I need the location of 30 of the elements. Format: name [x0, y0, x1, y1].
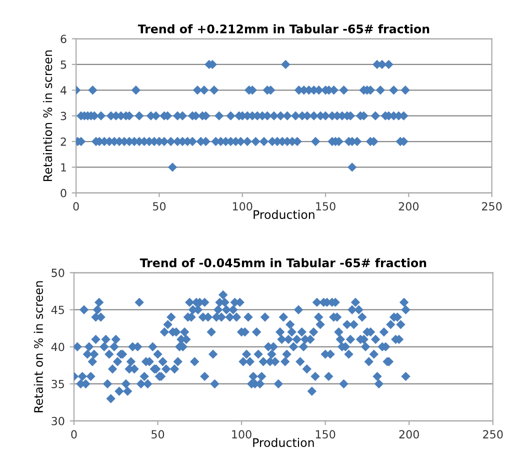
x-tick-label: 100 — [232, 202, 252, 211]
x-tick-label: 250 — [482, 202, 502, 211]
x-tick-label: 150 — [316, 430, 336, 439]
y-tick-label: 1 — [61, 163, 66, 172]
y-tick-label: 30 — [52, 416, 64, 426]
x-tick-label: 0 — [71, 430, 77, 439]
x-tick-label: 50 — [153, 202, 166, 211]
x-tick-label: 200 — [398, 202, 419, 211]
y-tick-label: 2 — [60, 137, 66, 146]
x-tick-label: 150 — [316, 202, 336, 211]
y-tick-label: 40 — [51, 342, 64, 352]
y-tick-label: 50 — [52, 268, 64, 278]
x-tick-label: 100 — [232, 430, 252, 439]
x-axis-title: Production — [253, 438, 314, 448]
y-tick-label: 3 — [60, 112, 66, 120]
y-tick-label: 5 — [60, 60, 66, 69]
x-tick-label: 50 — [152, 430, 164, 439]
chart-title: Trend of -0.045mm in Tabular -65# fraction — [140, 258, 426, 268]
y-tick-label: 6 — [60, 34, 66, 44]
y-tick-label: 35 — [52, 380, 64, 388]
y-tick-label: 4 — [60, 86, 66, 94]
chart-title: Trend of +0.212mm in Tabular -65# fraction — [138, 24, 430, 34]
y-axis-title: Retaint on % in screen — [34, 281, 43, 412]
x-tick-label: 0 — [73, 202, 79, 211]
y-tick-label: 0 — [60, 188, 66, 198]
x-tick-label: 250 — [483, 430, 503, 439]
y-tick-label: 45 — [51, 306, 64, 314]
x-axis-title: Production — [254, 210, 314, 220]
x-tick-label: 200 — [399, 430, 419, 439]
y-axis-title: Retaintion % in screen — [42, 50, 52, 181]
